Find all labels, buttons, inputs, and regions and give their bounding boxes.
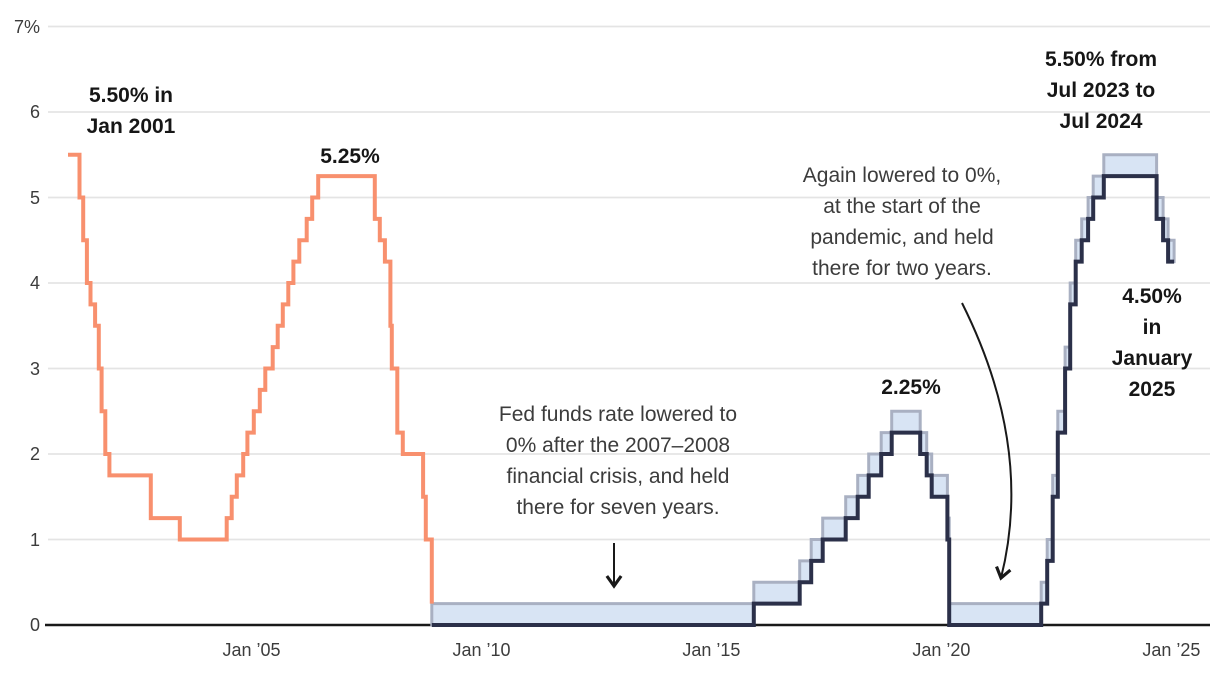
x-tick-label: Jan ’20 xyxy=(912,640,971,660)
range-lower-line-2008-2025 xyxy=(431,174,1175,627)
annotation-financial-crisis: Fed funds rate lowered to 0% after the 2… xyxy=(498,403,738,519)
rate-line-2001-2008 xyxy=(68,152,434,604)
y-tick-label: 6 xyxy=(29,102,40,122)
x-tick-label: Jan ’05 xyxy=(222,640,281,660)
annotation-pandemic: Again lowered to 0%, at the start of the… xyxy=(802,164,1002,280)
y-tick-label: 5 xyxy=(29,187,40,208)
annotation-peak-2006: 5.25% xyxy=(320,145,380,168)
y-tick-label: 3 xyxy=(29,358,40,379)
annotation-peak-2018: 2.25% xyxy=(881,376,941,399)
y-tick-label: 0 xyxy=(29,615,40,635)
x-tick-label: Jan ’25 xyxy=(1142,640,1201,660)
pandemic-arrow xyxy=(961,302,1013,581)
x-tick-label: Jan ’15 xyxy=(682,640,741,660)
annotation-jan-2025: 4.50% in January 2025 xyxy=(1111,285,1193,401)
y-tick-label: 4 xyxy=(29,273,40,293)
annotation-peak-2023: 5.50% from Jul 2023 to Jul 2024 xyxy=(1044,48,1158,133)
y-tick-label: 1 xyxy=(29,529,40,550)
y-tick-label: 2 xyxy=(29,444,40,464)
annotation-jan-2001: 5.50% in Jan 2001 xyxy=(86,84,176,138)
y-tick-label: 7% xyxy=(13,16,40,37)
x-tick-label: Jan ’10 xyxy=(452,640,511,660)
